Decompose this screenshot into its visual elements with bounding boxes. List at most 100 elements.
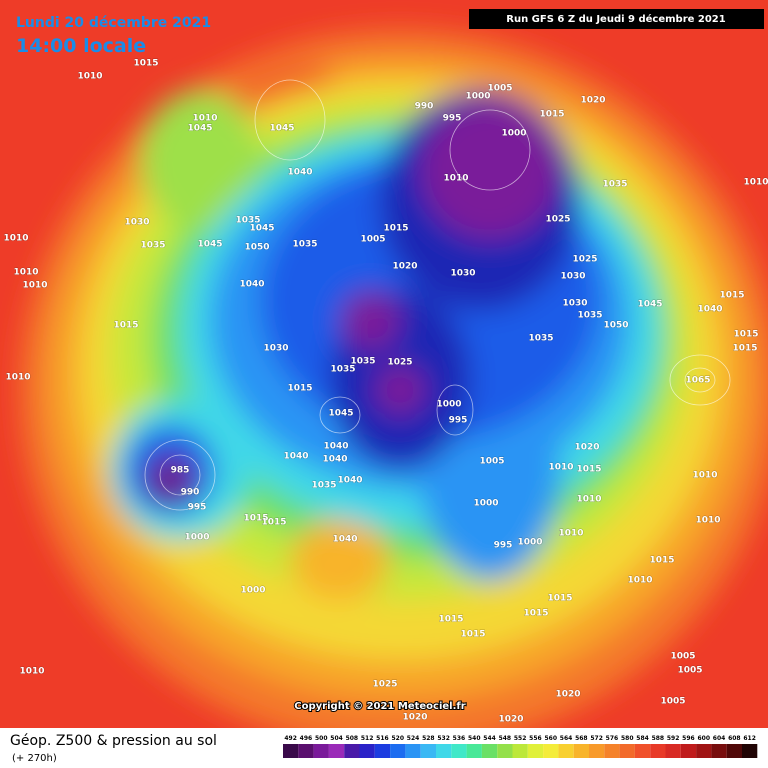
- pressure-label: 1000: [473, 499, 498, 509]
- pressure-label: 1020: [402, 713, 427, 723]
- pressure-label: 1000: [184, 533, 209, 543]
- pressure-label: 1040: [322, 455, 347, 465]
- scale-swatch: [634, 744, 651, 758]
- pressure-label: 1010: [743, 178, 768, 188]
- pressure-label: 1030: [562, 299, 587, 309]
- pressure-label: 1030: [263, 344, 288, 354]
- scale-swatch: [573, 744, 589, 758]
- scale-swatch: [512, 744, 528, 758]
- scale-label: 576: [606, 735, 619, 742]
- scale-label: 560: [544, 735, 557, 742]
- scale-label: 500: [315, 735, 328, 742]
- scale-swatch: [543, 744, 559, 758]
- pressure-label: 1035: [350, 357, 375, 367]
- scale-swatch: [604, 744, 620, 758]
- scale-label: 612: [743, 735, 756, 742]
- pressure-label: 1035: [311, 481, 336, 491]
- scale-label: 600: [697, 735, 710, 742]
- pressure-label: 1015: [732, 344, 757, 354]
- scale-label: 584: [636, 735, 649, 742]
- scale-label: 528: [422, 735, 435, 742]
- scale-swatch: [680, 744, 697, 758]
- scale-label: 588: [652, 735, 665, 742]
- scale-label: 592: [667, 735, 680, 742]
- pressure-label: 1010: [692, 471, 717, 481]
- scale-swatch: [711, 744, 727, 758]
- pressure-label: 1010: [3, 234, 28, 244]
- scale-swatch: [420, 744, 436, 758]
- pressure-label: 1045: [187, 124, 212, 134]
- pressure-label: 1040: [323, 442, 348, 452]
- pressure-label: 1025: [372, 680, 397, 690]
- pressure-label: 1035: [140, 241, 165, 251]
- scale-swatch: [481, 744, 498, 758]
- scale-swatch: [405, 744, 421, 758]
- scale-swatch: [328, 744, 345, 758]
- scale-label: 580: [621, 735, 634, 742]
- pressure-label: 1035: [528, 334, 553, 344]
- pressure-label: 1005: [670, 652, 695, 662]
- pressure-label: 1010: [558, 529, 583, 539]
- pressure-label: 1040: [287, 168, 312, 178]
- scale-label: 508: [346, 735, 359, 742]
- scale-swatch: [527, 744, 544, 758]
- pressure-label: 1005: [487, 84, 512, 94]
- pressure-label: 1020: [580, 96, 605, 106]
- pressure-label: 1010: [5, 373, 30, 383]
- color-scale: 492 496 500 504 508 512 516 520 524 528 532 536 540 5…: [283, 735, 758, 758]
- scale-label: 572: [590, 735, 603, 742]
- pressure-label: 1010: [19, 667, 44, 677]
- pressure-label: 1050: [244, 243, 269, 253]
- pressure-label: 995: [443, 114, 462, 124]
- pressure-label: 1045: [328, 409, 353, 419]
- scale-swatch: [298, 744, 314, 758]
- scale-swatch: [313, 744, 329, 758]
- pressure-label: 1045: [197, 240, 222, 250]
- pressure-label: 1040: [239, 280, 264, 290]
- scale-swatch: [466, 744, 482, 758]
- pressure-label: 1005: [677, 666, 702, 676]
- footer-lead: (+ 270h): [12, 753, 57, 764]
- scale-label: 544: [483, 735, 496, 742]
- pressure-label: 1010: [548, 463, 573, 473]
- pressure-label: 1010: [576, 495, 601, 505]
- pressure-label: 1015: [733, 330, 758, 340]
- scale-label: 596: [682, 735, 695, 742]
- pressure-label: 990: [415, 102, 434, 112]
- pressure-label: 1035: [292, 240, 317, 250]
- pressure-label: 1020: [498, 715, 523, 725]
- pressure-label: 1035: [577, 311, 602, 321]
- scale-swatch: [650, 744, 666, 758]
- pressure-label: 985: [171, 466, 190, 476]
- run-box: [469, 9, 764, 29]
- pressure-label: 1040: [697, 305, 722, 315]
- pressure-label: 1050: [603, 321, 628, 331]
- pressure-label: 1000: [465, 92, 490, 102]
- pressure-label: 1015: [523, 609, 548, 619]
- scale-swatch: [390, 744, 406, 758]
- pressure-label: 990: [181, 488, 200, 498]
- scale-label: 540: [468, 735, 481, 742]
- time: 14:00 locale: [16, 35, 146, 57]
- scale-swatch: [589, 744, 605, 758]
- scale-swatch: [436, 744, 452, 758]
- pressure-label: 995: [188, 503, 207, 513]
- pressure-label: 1010: [13, 268, 38, 278]
- pressure-label: 1015: [576, 465, 601, 475]
- pressure-label: 995: [494, 541, 513, 551]
- scale-label: 604: [713, 735, 726, 742]
- scale-swatch: [497, 744, 513, 758]
- scale-swatch: [696, 744, 712, 758]
- pressure-label: 1015: [460, 630, 485, 640]
- scale-label: 504: [330, 735, 343, 742]
- isobars: [144, 79, 731, 511]
- pressure-label: 1025: [545, 215, 570, 225]
- pressure-label: 1015: [719, 291, 744, 301]
- scale-label: 532: [437, 735, 450, 742]
- scale-label: 520: [391, 735, 404, 742]
- pressure-label: 1010: [627, 576, 652, 586]
- scale-label: 568: [575, 735, 588, 742]
